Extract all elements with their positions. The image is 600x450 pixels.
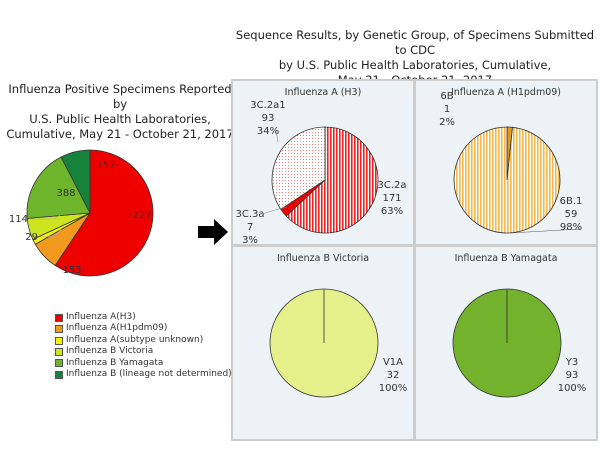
left-title-line: Influenza Positive Specimens Reported by bbox=[8, 82, 232, 111]
legend-label: Influenza A(H3) bbox=[66, 312, 136, 322]
data-label: 1 bbox=[444, 104, 450, 115]
legend-swatch bbox=[55, 336, 63, 345]
panel-title: Influenza B Victoria bbox=[277, 253, 369, 264]
h3-pie-slice bbox=[285, 126, 379, 234]
data-label: 153 bbox=[62, 265, 81, 276]
legend-label: Influenza A(H1pdm09) bbox=[66, 323, 168, 334]
data-label: 3% bbox=[242, 235, 258, 246]
data-label: Y3 bbox=[565, 357, 578, 368]
leader-line bbox=[509, 228, 581, 234]
data-label: 2% bbox=[439, 117, 455, 128]
panel-title: Influenza B Yamagata bbox=[455, 253, 558, 264]
legend-label: Influenza A(subtype unknown) bbox=[66, 334, 204, 345]
data-label: 93 bbox=[262, 113, 275, 124]
data-label: 6B bbox=[440, 91, 453, 102]
left-title-line: U.S. Public Health Laboratories, bbox=[29, 112, 211, 126]
legend-swatch bbox=[55, 359, 63, 368]
arrow-icon bbox=[198, 219, 228, 245]
leader-line bbox=[275, 129, 279, 143]
legend-item: Influenza B Victoria bbox=[55, 346, 232, 357]
data-label: V1A bbox=[383, 357, 403, 368]
data-label: 29 bbox=[25, 232, 38, 243]
panel-title: Influenza A (H1pdm09) bbox=[451, 87, 561, 98]
legend: Influenza A(H3) Influenza A(H1pdm09) Influ… bbox=[55, 312, 232, 380]
data-label: 93 bbox=[566, 370, 579, 381]
legend-swatch bbox=[55, 370, 63, 379]
right-title-line: Sequence Results, by Genetic Group, of S… bbox=[235, 28, 595, 57]
h1-pie-slice bbox=[453, 126, 561, 234]
leader-line bbox=[30, 214, 61, 220]
legend-swatch bbox=[55, 325, 63, 334]
left-title: Influenza Positive Specimens Reported by… bbox=[0, 82, 240, 142]
legend-item: Influenza A(H3) bbox=[55, 312, 232, 323]
legend-item: Influenza B Yamagata bbox=[55, 358, 232, 369]
legend-item: Influenza A(H1pdm09) bbox=[55, 323, 232, 334]
data-label: 171 bbox=[382, 193, 401, 204]
data-label: 59 bbox=[565, 209, 578, 220]
data-label: 34% bbox=[257, 126, 279, 137]
data-label: 3C.3a bbox=[235, 209, 264, 220]
data-label: 100% bbox=[558, 383, 587, 394]
data-label: 32 bbox=[387, 370, 400, 381]
data-label: 3C.2a1 bbox=[250, 100, 285, 111]
legend-label: Influenza B Victoria bbox=[66, 346, 154, 357]
panel-title: Influenza A (H3) bbox=[285, 87, 362, 98]
legend-label: Influenza B Yamagata bbox=[66, 357, 164, 368]
main-pie-slice bbox=[26, 156, 91, 219]
leader-line bbox=[39, 227, 63, 238]
legend-swatch bbox=[55, 313, 63, 322]
leader-line bbox=[261, 206, 288, 215]
legend-item: Influenza B (lineage not determined) bbox=[55, 369, 232, 380]
data-label: 114 bbox=[9, 214, 28, 225]
data-label: 6B.1 bbox=[560, 196, 583, 207]
data-label: 63% bbox=[381, 206, 403, 217]
h3-pie-slice bbox=[271, 126, 326, 210]
right-title-line: by U.S. Public Health Laboratories, Cumu… bbox=[278, 58, 552, 72]
left-title-line: Cumulative, May 21 - October 21, 2017 bbox=[6, 127, 234, 141]
legend-item: Influenza A(subtype unknown) bbox=[55, 335, 232, 346]
data-label: 1227 bbox=[126, 210, 151, 221]
data-label: 388 bbox=[56, 188, 75, 199]
data-label: 7 bbox=[247, 222, 253, 233]
data-label: 157 bbox=[96, 160, 115, 171]
legend-label: Influenza B (lineage not determined) bbox=[66, 369, 232, 380]
main-pie-slice bbox=[54, 149, 154, 277]
data-label: 100% bbox=[379, 383, 408, 394]
data-label: 98% bbox=[560, 222, 582, 233]
data-label: 3C.2a bbox=[377, 180, 406, 191]
main-pie-slice bbox=[60, 149, 91, 214]
legend-swatch bbox=[55, 347, 63, 356]
